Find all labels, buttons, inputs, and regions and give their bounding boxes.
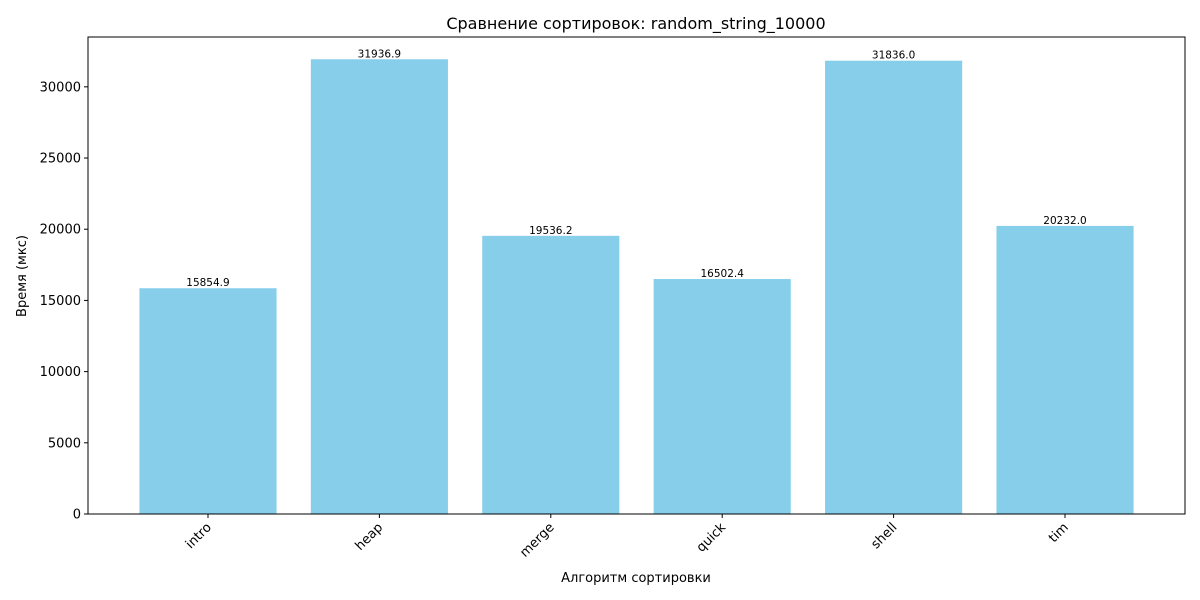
- y-tick-label-5000: 5000: [48, 436, 81, 451]
- x-tick-label-heap: heap: [353, 520, 387, 554]
- x-axis-label: Алгоритм сортировки: [561, 571, 711, 586]
- bar-shell: [825, 60, 963, 515]
- y-tick-label-0: 0: [73, 508, 81, 523]
- bars-group: [139, 59, 1134, 515]
- y-tick-label-20000: 20000: [40, 223, 81, 238]
- value-label-merge: 19536.2: [529, 225, 572, 237]
- x-tick-label-merge: merge: [517, 520, 557, 560]
- y-tick-label-25000: 25000: [40, 152, 81, 167]
- y-axis: 0 5000 10000 15000 20000 25000 30000: [40, 80, 88, 523]
- y-tick-label-10000: 10000: [40, 365, 81, 380]
- plot-frame: [87, 36, 1186, 515]
- value-label-shell: 31836.0: [872, 50, 915, 62]
- chart-title: Сравнение сортировок: random_string_1000…: [446, 14, 825, 34]
- bar-merge: [482, 235, 620, 515]
- y-tick-label-30000: 30000: [40, 80, 81, 95]
- value-label-quick: 16502.4: [700, 268, 744, 280]
- x-tick-label-quick: quick: [694, 520, 730, 556]
- value-label-tim: 20232.0: [1043, 215, 1086, 227]
- y-axis-label: Время (мкс): [15, 235, 30, 317]
- bar-tim: [996, 225, 1134, 514]
- value-label-heap: 31936.9: [358, 48, 401, 60]
- x-tick-label-shell: shell: [868, 520, 900, 552]
- y-tick-label-15000: 15000: [40, 294, 81, 309]
- x-axis: intro heap merge quick shell tim: [183, 514, 1072, 561]
- value-labels-group: 15854.9 31936.9 19536.2 16502.4 31836.0 20232…: [186, 48, 1086, 289]
- value-label-intro: 15854.9: [186, 277, 229, 289]
- x-tick-label-tim: tim: [1046, 520, 1072, 546]
- bar-intro: [139, 288, 277, 514]
- bar-quick: [653, 279, 791, 514]
- x-tick-label-intro: intro: [183, 520, 215, 552]
- bar-heap: [310, 59, 448, 514]
